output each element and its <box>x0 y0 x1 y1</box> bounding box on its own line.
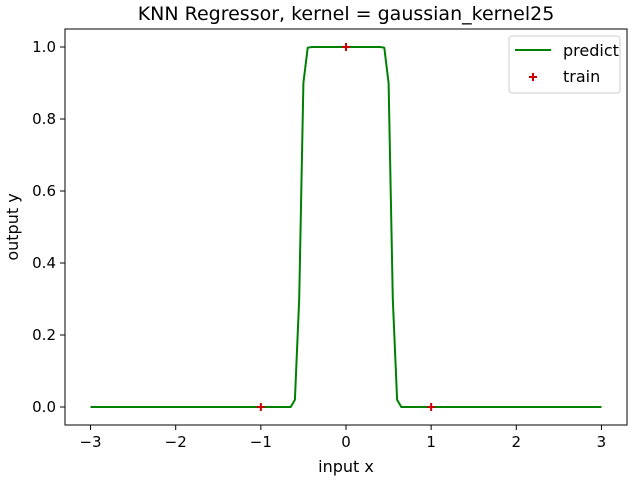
y-axis: 0.0 0.2 0.4 0.6 0.8 1.0 <box>32 38 65 416</box>
y-axis-label: output y <box>3 193 22 260</box>
y-tick-label: 0.6 <box>32 182 56 200</box>
x-tick-label: −2 <box>165 433 187 451</box>
legend: predict train <box>508 35 621 94</box>
legend-train-marker <box>529 73 537 81</box>
y-tick-label: 0.8 <box>32 110 56 128</box>
legend-predict-label: predict <box>563 41 619 60</box>
x-tick-label: −1 <box>250 433 272 451</box>
x-axis: −3 −2 −1 0 1 2 3 <box>79 425 606 451</box>
y-tick-label: 1.0 <box>32 38 56 56</box>
y-tick-label: 0.0 <box>32 398 56 416</box>
y-tick-label: 0.2 <box>32 326 56 344</box>
y-tick-label: 0.4 <box>32 254 56 272</box>
x-tick-label: 0 <box>341 433 351 451</box>
legend-train-label: train <box>563 67 600 86</box>
train-point <box>256 403 265 411</box>
x-axis-label: input x <box>318 457 374 476</box>
x-tick-label: 1 <box>426 433 436 451</box>
train-point <box>427 403 436 411</box>
chart-title: KNN Regressor, kernel = gaussian_kernel2… <box>138 3 555 25</box>
x-tick-label: 3 <box>597 433 607 451</box>
train-point <box>342 43 350 51</box>
x-tick-label: −3 <box>79 433 101 451</box>
series-layer <box>90 43 602 411</box>
x-tick-label: 2 <box>512 433 522 451</box>
